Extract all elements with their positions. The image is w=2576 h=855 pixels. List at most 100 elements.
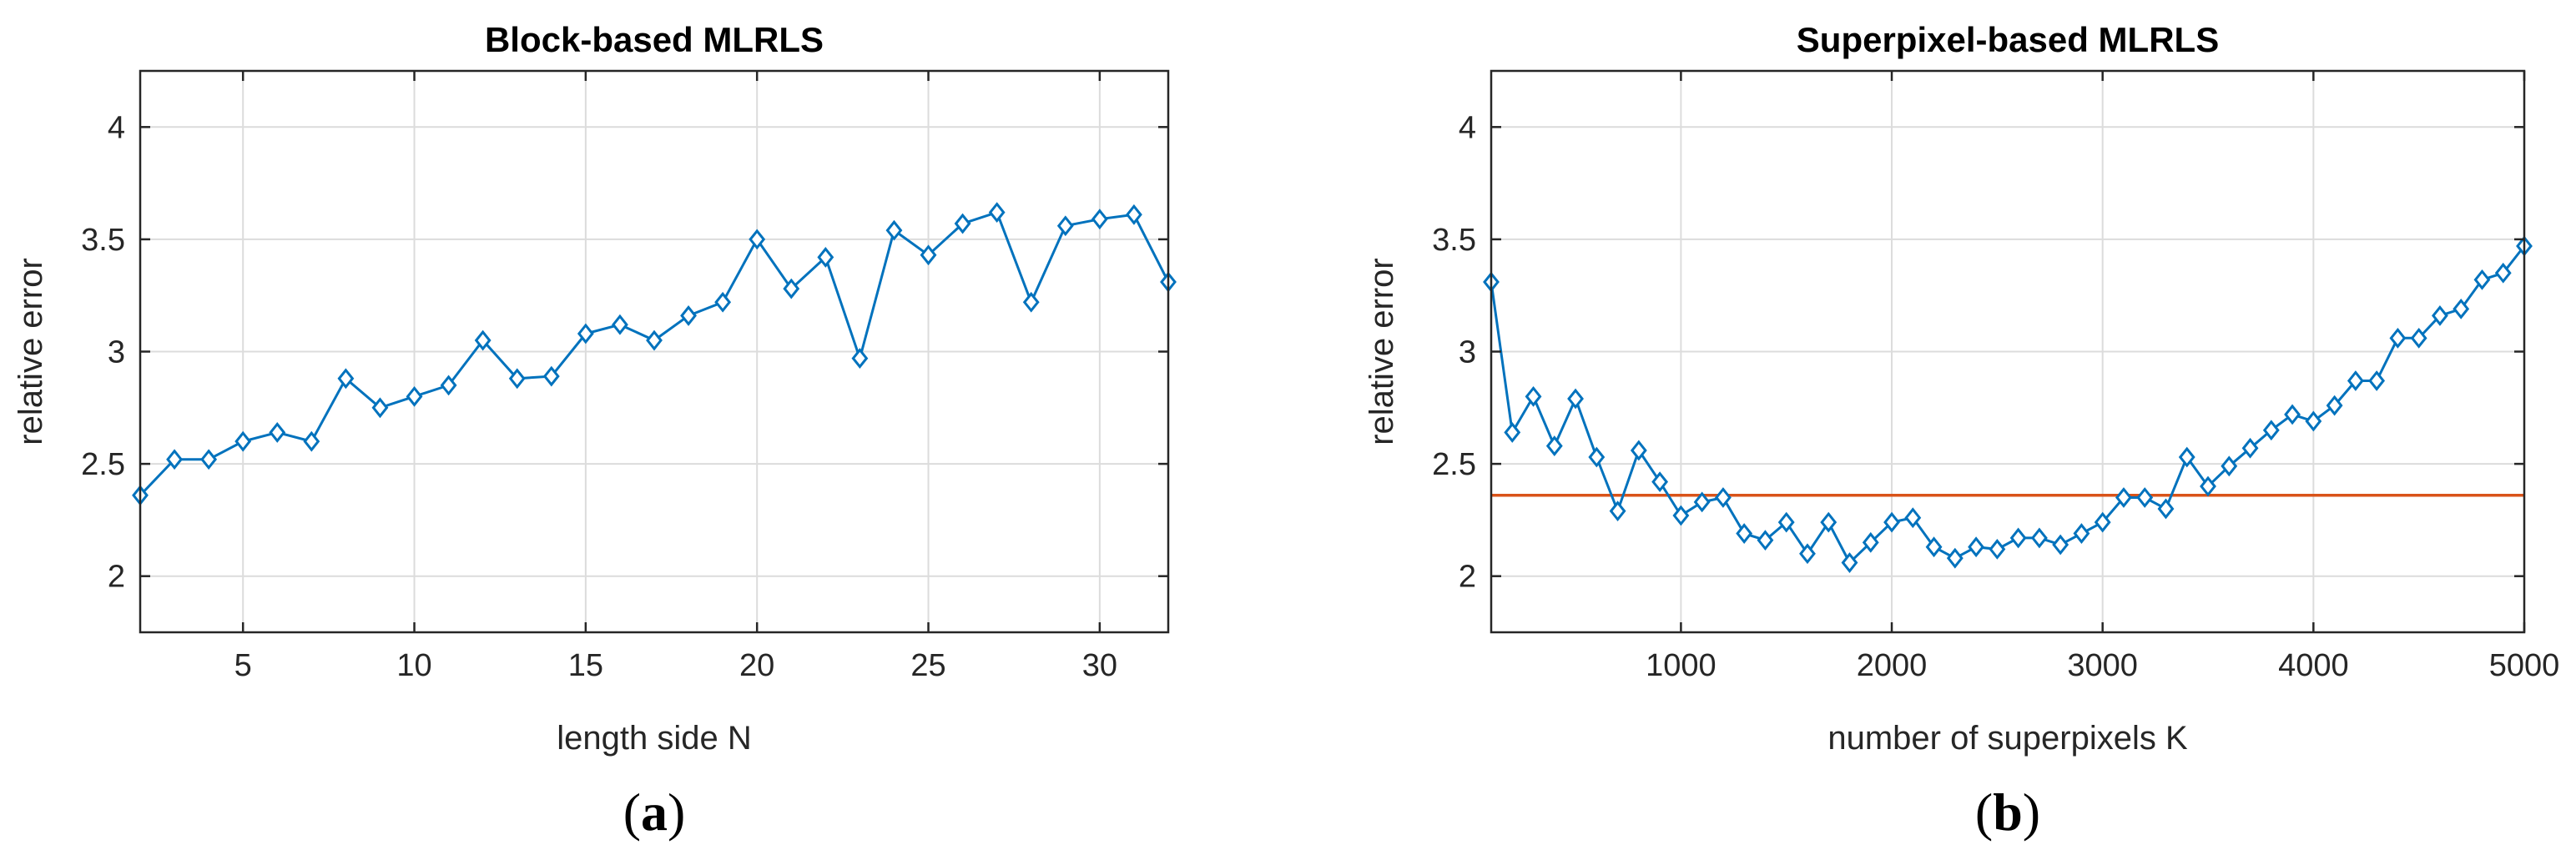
chart2-data-point [2136,487,2154,508]
chart2-data-point [1946,547,1964,569]
chart1-data-point [920,244,937,266]
chart2-data-point [2473,269,2491,290]
chart2-data-point [1630,440,1647,461]
chart2-data-point [2410,327,2427,349]
chart1-data-point [269,422,286,443]
chart2-x-axis-label: number of superpixels K [1827,720,2188,757]
chart2-data-point [2221,455,2238,477]
chart2-data-point [1714,487,1732,508]
chart1-x-tick-label: 5 [234,648,252,683]
chart2-data-point [1904,507,1922,529]
chart2-data-point [1925,536,1943,558]
chart2-data-point [1799,543,1816,565]
chart2-data-point [2073,523,2090,544]
chart2-y-axis-label: relative error [1364,258,1400,445]
chart1-x-tick-label: 10 [396,648,431,683]
chart1-data-point [1091,209,1108,230]
chart2-data-point [1736,523,1753,544]
chart1-data-point [851,348,869,369]
chart2-x-tick-label: 3000 [2067,648,2138,683]
chart2-data-point [2326,395,2343,416]
chart1-data-point [680,305,697,326]
chart2-x-tick-label: 4000 [2278,648,2349,683]
chart1-data-point [303,430,320,452]
chart2-data-point [2284,404,2301,425]
chart1-x-tick-label: 20 [739,648,774,683]
chart1-x-tick-label: 25 [910,648,945,683]
chart1-x-tick-label: 15 [568,648,603,683]
chart1-data-point [1022,291,1040,313]
chart2-data-point [2262,420,2280,441]
chart1-data-point [337,368,355,390]
chart2-data-point [1545,435,1563,456]
chart2-title: Superpixel-based MLRLS [1797,20,2219,59]
chart2-x-tick-label: 1000 [1646,648,1716,683]
chart1-data-point [577,323,594,345]
chart2-data-point [2368,370,2386,391]
chart1-data-point [1056,215,1074,237]
chart2-data-point [2452,298,2470,319]
chart1-data-point [474,329,492,351]
chart2-data-point [2494,262,2512,284]
chart2-x-tick-label: 2000 [1857,648,1928,683]
chart1-data-point [440,375,457,396]
chart2-data-point [1841,552,1858,573]
chart1-data-point [749,229,766,250]
chart1-x-tick-label: 30 [1082,648,1117,683]
chart2-data-point [2009,527,2027,549]
chart2-data-point [1820,511,1837,533]
chart2-data-point [1693,491,1711,513]
chart1-data-point [988,202,1006,223]
chart2-data-point [1567,388,1584,410]
chart1-x-axis-label: length side N [557,720,751,757]
chart2-data-point [1609,500,1626,522]
chart1-data-point [783,278,800,299]
chart2-data-point [1651,471,1669,493]
chart2-data-point [2432,305,2448,326]
chart1-y-axis-label: relative error [13,258,49,445]
chart1-y-tick-label: 2 [108,560,125,595]
chart1-data-point [371,397,389,419]
chart2-data-point [2052,534,2069,556]
chart2-y-tick-label: 3 [1459,335,1476,370]
chart2-data-point [1968,536,1985,558]
chart1-data-point [885,219,903,241]
chart2-data-point [1862,531,1879,553]
chart1-data-point [200,449,218,470]
chart1-data-point [612,314,628,335]
chart2-panel-label: (b) [1975,782,2040,842]
chart1-y-tick-label: 3 [108,335,125,370]
chart2-y-tick-label: 4 [1459,110,1476,145]
chart2-y-tick-label: 2 [1459,560,1476,595]
chart1-data-point [508,368,526,390]
chart1-y-tick-label: 2.5 [81,447,125,482]
chart2-data-point [1883,511,1900,533]
chart1-data-point [954,213,971,234]
chart2-data-point [2347,370,2364,391]
chart2-x-tick-label: 5000 [2489,648,2560,683]
chart1-y-tick-label: 4 [108,110,125,145]
chart2-data-point [1757,530,1774,551]
chart1-panel-label: (a) [623,782,686,842]
chart2-data-point [1989,538,2006,560]
chart2-data-point [2305,410,2322,432]
chart2-y-tick-label: 2.5 [1432,447,1476,482]
chart1-data-point [166,449,183,470]
chart2-data-point [1672,505,1690,526]
chart2-data-point [1588,446,1606,468]
chart1-data-point [1126,204,1142,225]
chart2-data-point [2200,475,2216,497]
chart2-data-point [2241,437,2259,459]
chart2-data-point [1504,422,1521,443]
chart2-data-point [2389,327,2407,349]
chart1-y-tick-label: 3.5 [81,223,125,258]
chart1-data-point [406,385,423,407]
chart1-data-point [234,430,252,452]
chart1-data-point [542,365,560,387]
chart2-data-point [2115,487,2132,508]
chart1-data-point [714,291,732,313]
chart1-data-point [817,247,834,268]
chart2-data-point [1525,385,1542,407]
chart2-data-point [2178,446,2195,468]
chart2-data-point [1777,511,1795,533]
